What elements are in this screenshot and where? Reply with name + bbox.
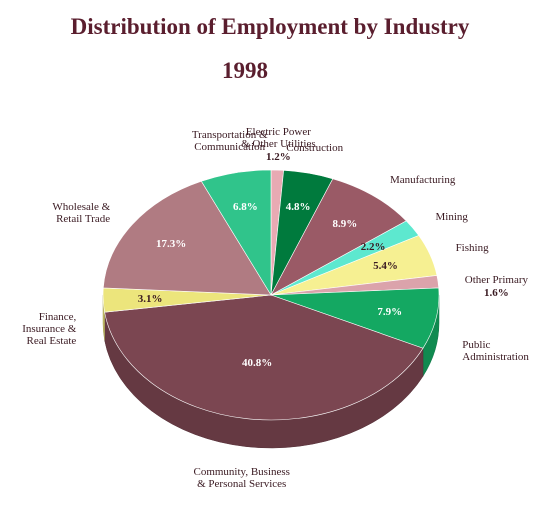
value-label: 6.8% [232,201,258,214]
chart-title: Distribution of Employment by Industry [70,14,470,39]
slice [270,178,407,296]
category-label: Finance, Insurance & Real Estate [22,310,77,347]
slice [200,169,272,297]
category-label: Community, Business & Personal Services [193,466,290,491]
slice [102,180,272,296]
category-label: Fishing [455,242,489,255]
value-label: 2.2% [360,240,386,253]
chart-subtitle: 1998 [222,58,268,83]
value-label: 17.3% [156,238,187,251]
category-label: Transportation & Communication [191,129,268,154]
value-label: 5.4% [373,260,398,273]
category-label: Electric Power & Other Utilities [241,126,316,151]
category-label: Wholesale & Retail Trade [52,201,111,226]
value-label: 3.1% [137,292,163,305]
category-label: Other Primary [464,273,528,286]
category-label: Manufacturing [389,174,456,187]
slice [104,294,424,421]
value-label: 4.8% [285,201,311,214]
value-label: 1.6% [484,286,509,299]
category-label: Construction [286,141,344,154]
value-label: 8.9% [332,217,358,230]
value-label: 7.9% [377,306,403,319]
value-label: 40.8% [241,356,273,369]
category-label: Public Administration [462,338,529,363]
value-label: 1.2% [265,151,291,164]
category-label: Mining [435,211,468,224]
